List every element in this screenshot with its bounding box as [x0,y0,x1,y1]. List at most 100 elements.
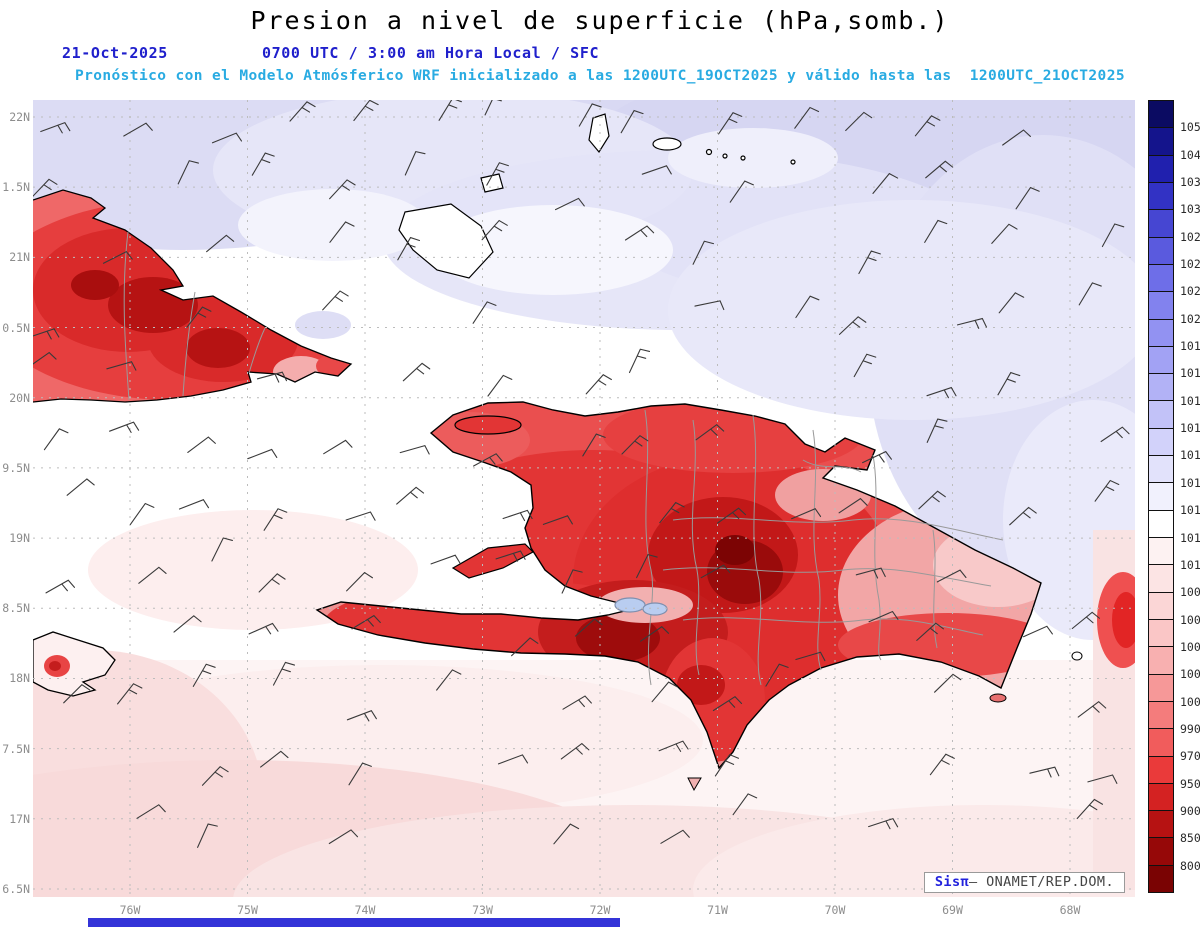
colorbar-cell [1149,210,1173,238]
colorbar-tick-label: 1035 [1180,175,1200,190]
colorbar-cell [1149,838,1173,866]
datetime-line: 21-Oct-2025 0700 UTC / 3:00 am Hora Loca… [0,44,1200,64]
turks-island [588,113,610,154]
wind-barb [659,501,685,524]
colorbar-cell [1149,456,1173,484]
wind-barb [582,433,606,457]
colorbar-tick-label: 950 [1180,776,1200,791]
colorbar-tick-label: 1017 [1180,393,1200,408]
wind-barb [1077,701,1107,718]
colorbar-tick-label: 1000 [1180,694,1200,709]
wind-barb [916,622,944,641]
pressure-map-svg [33,100,1135,897]
wind-barb [430,554,461,565]
credit-sispi-label: Sisπ [934,874,970,890]
bahamas-islands [398,113,796,279]
colorbar-tick-label: 1004 [1180,639,1200,654]
wind-barb [487,374,513,397]
wind-barb [473,453,503,467]
colorbar-tick-label: 1022 [1180,284,1200,299]
colorbar-cell [1149,729,1173,757]
wind-barb [481,219,508,241]
wind-barb [562,695,592,710]
colorbar-tick-label: 1028 [1180,229,1200,244]
colorbar-cell [1149,346,1173,375]
lon-tick-label: 69W [942,903,963,917]
wind-barb [717,507,747,524]
wind-barb [732,793,758,816]
wind-barb [399,444,430,455]
wind-barb [123,122,153,137]
wind-barb [256,371,288,383]
wind-barb [351,614,381,630]
wind-barb [658,740,689,752]
colorbar-tick-label: 800 [1180,858,1200,873]
wind-barb [45,579,76,594]
wind-barb [289,101,316,122]
lon-tick-label: 72W [589,903,611,917]
wind-barb [206,234,235,253]
lon-tick-label: 76W [119,903,141,917]
wind-barb [192,663,216,687]
colorbar-tick-label: 1018 [1180,366,1200,381]
lat-tick-label: 18N [9,671,30,686]
colorbar-cell [1149,865,1173,893]
lon-tick-label: 70W [824,903,846,917]
wind-barb [63,684,91,704]
wind-barb [929,753,955,776]
colorbar-tick-label: 850 [1180,831,1200,846]
wind-barb [353,100,379,122]
wind-barb [329,179,356,200]
wind-barb [186,306,212,328]
forecast-line: Pronóstico con el Modelo Atmósferico WRF… [75,68,1125,84]
wind-barb [348,762,372,786]
wind-barb [1022,625,1053,638]
wind-barb [322,290,349,311]
colorbar-tick-label: 1006 [1180,612,1200,627]
wind-barb [486,162,509,186]
colorbar-cell [1149,647,1173,675]
wind-barb [345,511,376,521]
wind-barb [791,508,822,520]
lat-tick-label: 20N [9,390,30,405]
wind-barb [1101,223,1125,248]
wind-barb [925,160,954,179]
colorbar-tick-label: 1002 [1180,667,1200,682]
wind-barb [323,439,353,455]
wind-barb [201,765,229,786]
wind-barb [397,236,421,261]
wind-barb [346,571,374,592]
lat-tick-label: 6.5N [2,881,30,896]
atlantic-high-shading [33,100,1135,640]
wind-barb [868,610,899,623]
wind-barb [248,622,279,635]
wind-barb [578,103,602,127]
wind-barb [436,669,462,691]
wind-barb [247,448,278,460]
wind-barb [712,696,743,712]
wind-barb [694,300,725,311]
gonave-island [451,543,534,579]
wind-barb [855,567,886,579]
wind-barb [621,434,649,455]
colorbar-cell [1149,510,1173,538]
wind-barb [1078,282,1102,306]
small-cay [722,153,728,159]
wind-barb [129,502,155,525]
valid-date: 21-Oct-2025 [62,44,168,62]
colorbar [1148,100,1174,893]
wind-barb [33,351,57,368]
lat-tick-label: 19N [9,531,30,546]
wind-barb [1100,426,1130,443]
wind-barb [561,569,583,594]
colorbar-tick-label: 900 [1180,803,1200,818]
wind-barb [585,374,612,395]
wind-barb [628,348,651,374]
colorbar-cell [1149,401,1173,429]
lon-tick-label: 74W [354,903,376,917]
colorbar-cell [1149,155,1173,183]
wind-barb [1029,766,1060,778]
small-cay [705,148,713,156]
wind-barb [1015,186,1040,210]
